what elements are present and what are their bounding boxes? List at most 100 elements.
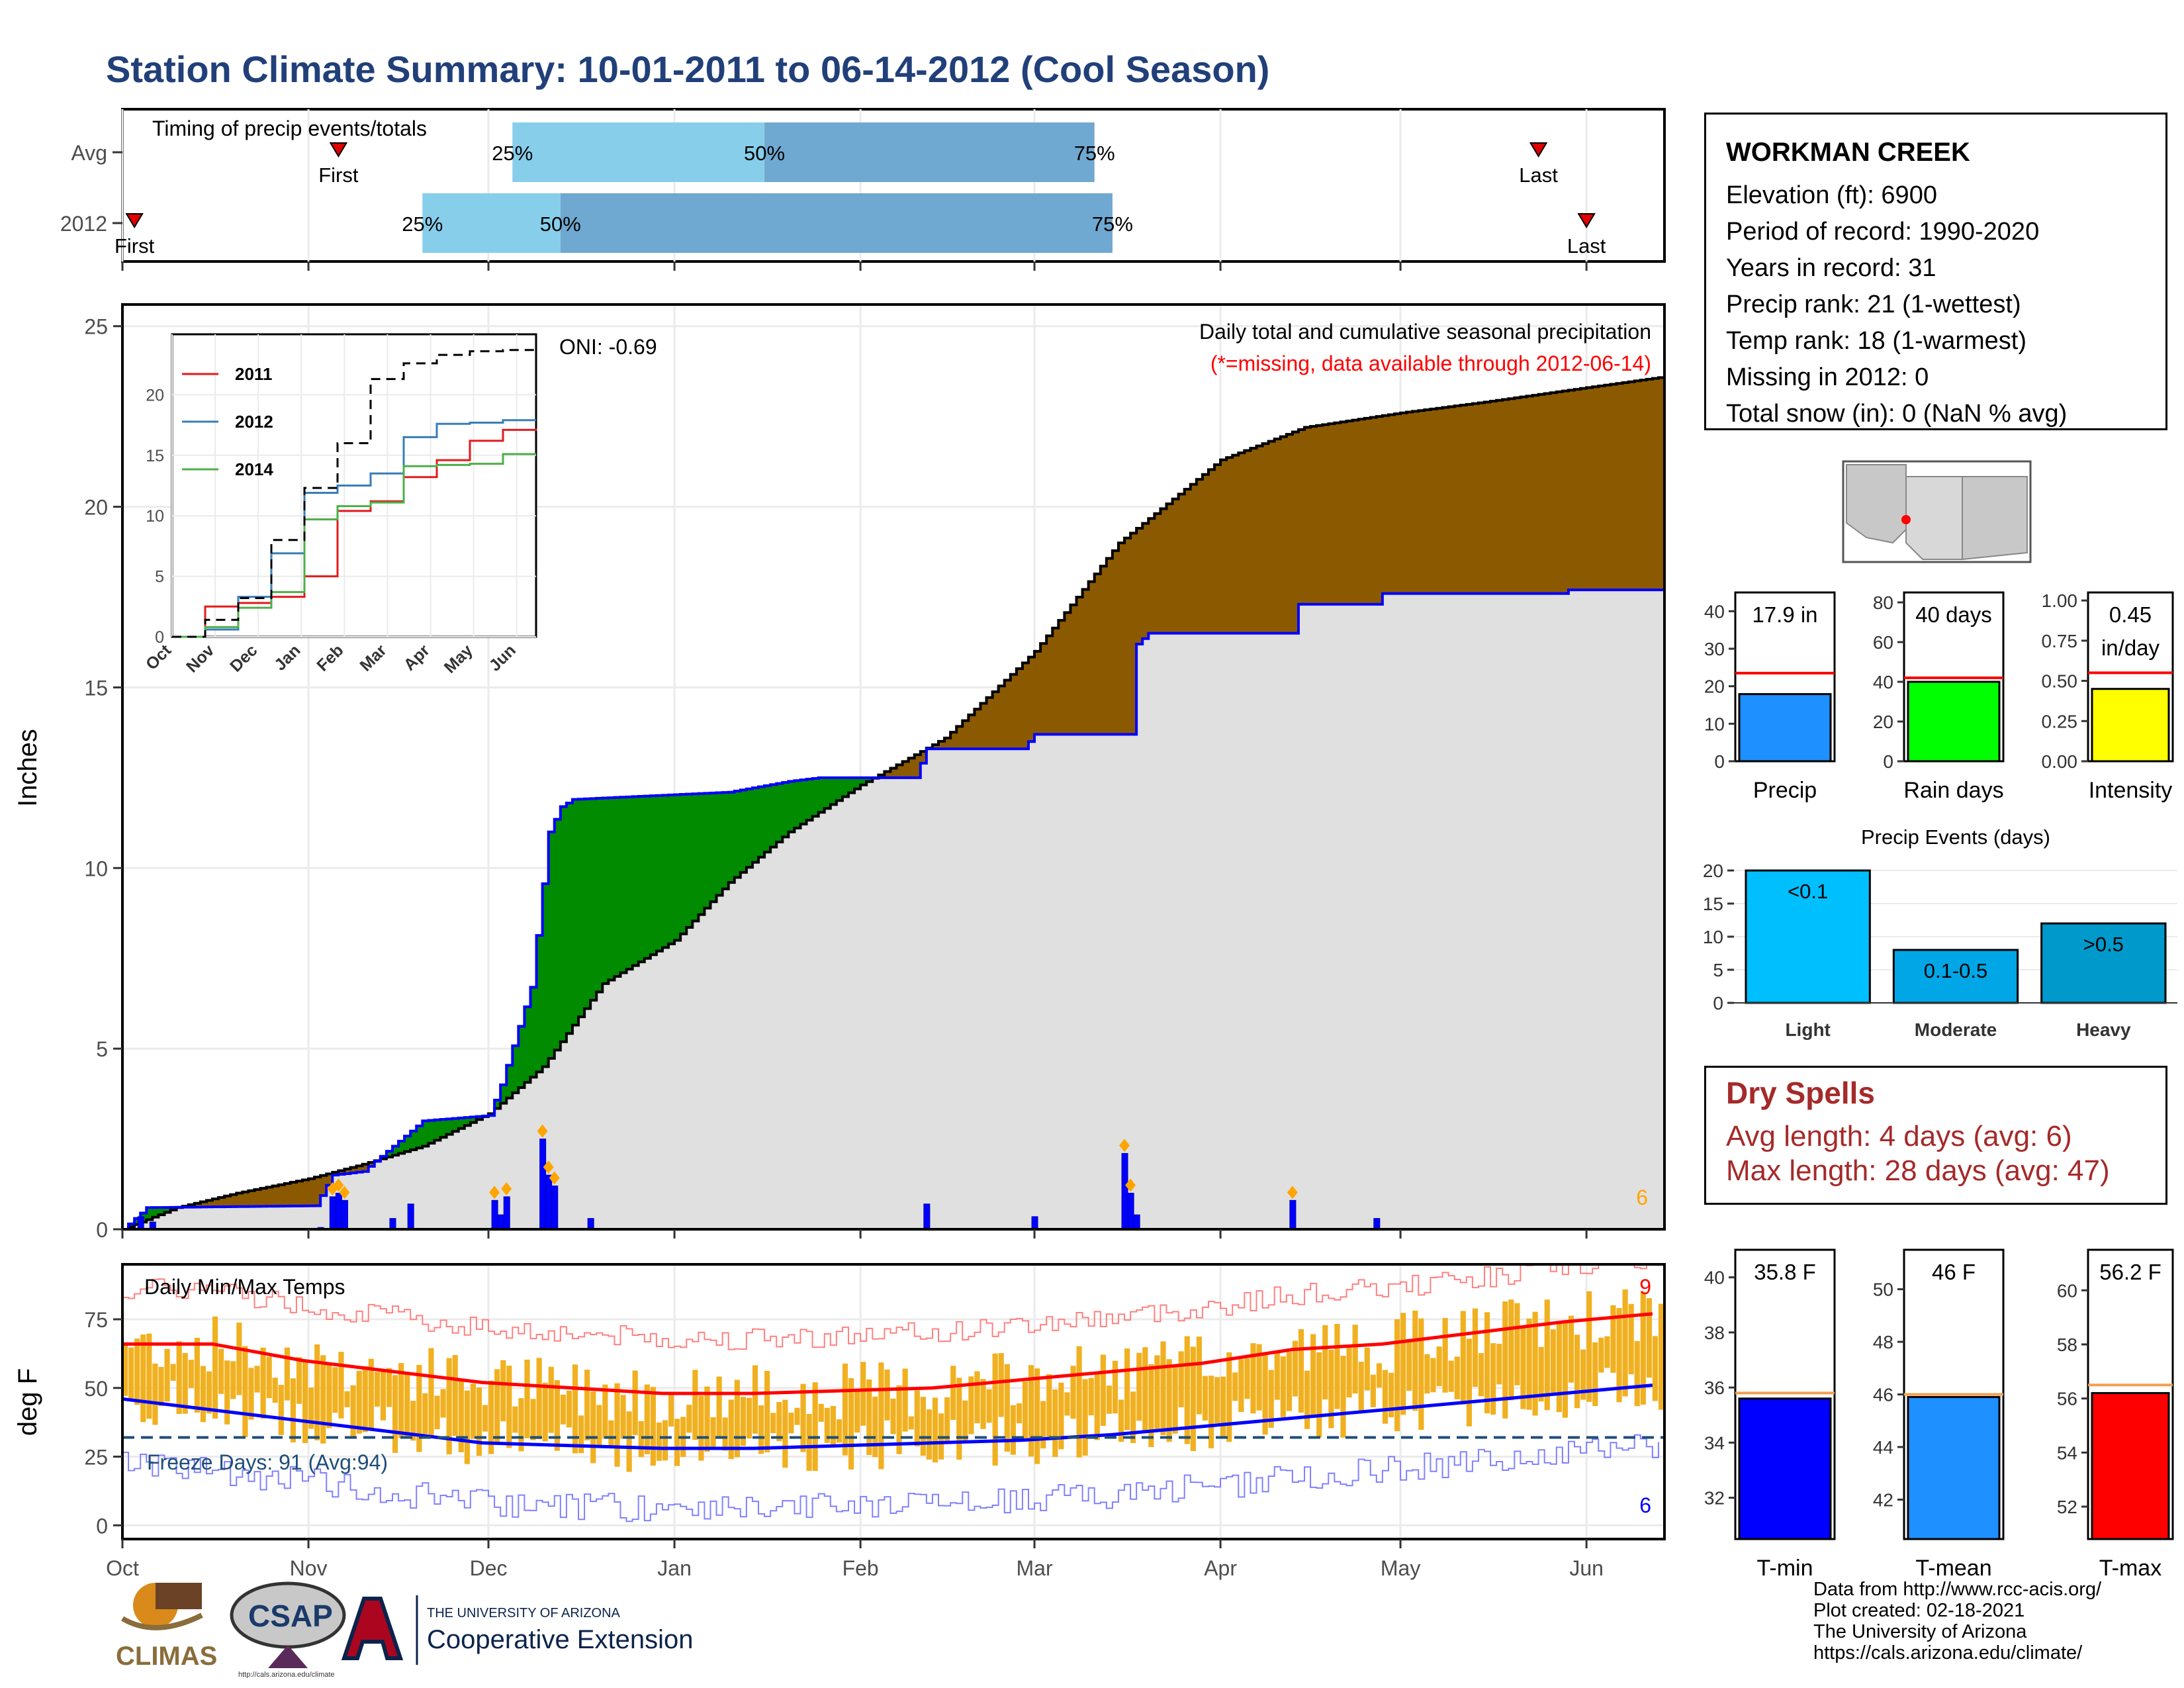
daily-temp-bar [1484, 1312, 1490, 1414]
daily-temp-bar [1340, 1356, 1346, 1438]
summary-intensity-ytick-label: 1.00 [2042, 590, 2078, 611]
daily-temp-bar [428, 1348, 434, 1436]
daily-temp-bar [542, 1382, 548, 1442]
daily-temp-bar [656, 1422, 662, 1461]
daily-temp-bar [452, 1354, 458, 1436]
daily-temp-bar [464, 1390, 470, 1464]
daily-temp-bar [1352, 1325, 1358, 1394]
daily-temp-bar [692, 1370, 698, 1440]
daily-temp-bar [1106, 1385, 1113, 1414]
temp-ytick-label: 75 [84, 1308, 108, 1332]
daily-temp-bar [848, 1378, 854, 1470]
daily-temp-bar [1142, 1347, 1148, 1432]
summary-precip-label: Precip [1753, 778, 1817, 803]
daily-temp-bar [884, 1369, 890, 1421]
temp-xtick-label: Jun [1569, 1556, 1604, 1580]
daily-temp-bar [788, 1413, 794, 1434]
events-bar [1745, 869, 1871, 1004]
oni-annotation: ONI: -0.69 [559, 335, 657, 359]
daily-temp-bar [1202, 1376, 1208, 1421]
credit-line: Plot created: 02-18-2021 [1813, 1600, 2025, 1621]
daily-temp-bar [1064, 1392, 1070, 1416]
summary-precip-ytick-label: 40 [1704, 601, 1725, 622]
daily-temp-bar [1238, 1359, 1244, 1413]
daily-temp-bar [332, 1367, 338, 1413]
daily-temp-bar [710, 1417, 716, 1449]
daily-temp-bar [1046, 1374, 1052, 1438]
daily-temp-bar [1592, 1342, 1598, 1407]
t-t-mean-ytick-label: 44 [1873, 1437, 1893, 1458]
daily-temp-bar [506, 1366, 512, 1448]
temp-corner-top: 9 [1639, 1275, 1651, 1299]
daily-precip-marker [1119, 1139, 1130, 1152]
inset-ytick-label: 20 [146, 386, 164, 404]
daily-temp-bar [488, 1380, 494, 1454]
t-t-min-label: T-min [1757, 1556, 1813, 1581]
daily-temp-bar [1226, 1352, 1232, 1442]
t-t-min-ytick-label: 32 [1704, 1488, 1725, 1509]
daily-temp-bar [182, 1352, 188, 1414]
daily-temp-bar [1232, 1372, 1238, 1401]
daily-precip-marker [489, 1186, 500, 1199]
daily-temp-bar [404, 1372, 410, 1436]
daily-temp-bar [1118, 1399, 1124, 1442]
daily-temp-bar [1196, 1336, 1202, 1415]
avg-max-line [122, 1312, 1653, 1395]
daily-precip-bar [503, 1196, 510, 1229]
daily-temp-bar [236, 1323, 242, 1395]
daily-temp-bar [1034, 1368, 1040, 1464]
summary-rain-days-ytick-label: 0 [1883, 751, 1893, 772]
daily-temp-bar [494, 1369, 500, 1444]
t-t-max-ytick-label: 54 [2057, 1442, 2077, 1463]
current-cumulative-line [122, 588, 1664, 1229]
daily-temp-bar [1436, 1346, 1442, 1387]
daily-temp-bar [728, 1399, 734, 1460]
daily-precip-bar [407, 1203, 414, 1229]
temp-ytick-label: 25 [84, 1446, 108, 1470]
timing-q25-label: 25% [492, 142, 533, 165]
daily-temp-bar [194, 1337, 200, 1413]
daily-temp-bar [1322, 1325, 1328, 1400]
timing-marker-last [1529, 142, 1548, 158]
timing-marker-label: Last [1567, 234, 1606, 258]
events-ytick-label: 10 [1703, 927, 1723, 947]
events-title: Precip Events (days) [1861, 825, 2050, 849]
daily-temp-bar [1580, 1349, 1586, 1400]
daily-temp-bar [890, 1398, 896, 1434]
daily-temp-bar [1310, 1334, 1316, 1417]
timing-marker-first [329, 142, 348, 158]
daily-temp-bar [776, 1402, 782, 1442]
timing-marker-label: First [318, 164, 359, 187]
daily-precip-marker [1125, 1178, 1136, 1192]
daily-temp-bar [1520, 1326, 1526, 1409]
summary-rain-days-value-label: 40 days [1915, 602, 1992, 627]
daily-temp-bar [1334, 1323, 1340, 1409]
daily-temp-bar [536, 1358, 542, 1440]
daily-precip-bar [389, 1218, 396, 1229]
summary-rain-days-bar [1907, 680, 2001, 763]
daily-temp-bar [1454, 1356, 1460, 1399]
daily-temp-bar [1082, 1379, 1088, 1456]
t-t-mean-ytick-label: 46 [1873, 1385, 1893, 1405]
events-bar-label: 0.1-0.5 [1924, 959, 1988, 982]
daily-temp-bar [602, 1384, 608, 1439]
daily-temp-bar [242, 1346, 248, 1438]
timing-q75-label: 75% [1074, 142, 1115, 165]
summary-intensity-ytick-label: 0.00 [2042, 751, 2078, 772]
daily-temp-bar [1406, 1338, 1412, 1391]
page-title: Station Climate Summary: 10-01-2011 to 0… [106, 48, 1270, 90]
daily-temp-bar [746, 1397, 752, 1439]
daily-temp-bar [176, 1341, 182, 1414]
t-t-mean-value-label: 46 F [1932, 1260, 1976, 1284]
daily-temp-bar [1292, 1340, 1298, 1397]
events-ytick-label: 0 [1713, 993, 1723, 1013]
daily-temp-bar [590, 1391, 596, 1464]
daily-temp-bar [188, 1360, 194, 1388]
daily-temp-bar [1112, 1360, 1118, 1414]
daily-temp-bar [1388, 1372, 1394, 1418]
daily-temp-bar [914, 1390, 920, 1446]
daily-precip-bar [497, 1214, 504, 1229]
daily-temp-bar [1382, 1370, 1388, 1424]
